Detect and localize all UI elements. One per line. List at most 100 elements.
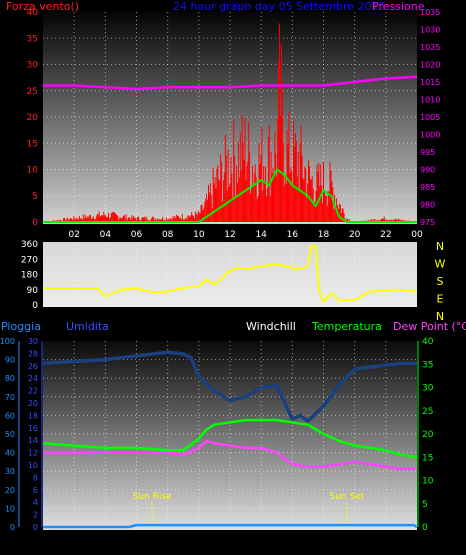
time-tick-label: 16 [287,538,299,548]
legend-pioggia: Pioggia [1,320,41,333]
time-tick-label: 18 [318,538,330,548]
time-tick-label: 14 [255,230,267,240]
axis-tick-label: 0 [32,218,38,228]
axis-tick-label: 4 [33,498,38,507]
axis-tick-label: 985 [420,183,435,192]
time-tick-label: 02 [68,230,79,240]
temperature-right-axis: 0 5 10 15 20 25 30 35 40 [417,337,434,533]
pressure-line [43,75,418,91]
axis-tick-label: 20 [28,399,38,408]
axis-tick-label: 5 [32,192,38,202]
axis-tick-label: 6 [33,486,38,495]
axis-tick-label: 10 [27,166,39,176]
pressure-right-axis: 975 980 985 990 995 1000 1005 1010 1015 1020 1025 1… [420,8,440,227]
axis-tick-label: 30 [27,61,39,71]
time-tick-label: 22 [380,538,391,548]
axis-tick-label: 24 [28,374,38,383]
direction-left-axis: 0 90 180 270 360 [21,240,38,311]
direction-line [43,244,418,303]
time-tick-label: 06 [131,230,143,240]
axis-tick-label: 1000 [420,131,440,140]
legend-temperatura: Temperatura [311,320,382,333]
temperature-panel-bg [43,341,417,530]
rain-line [43,523,418,529]
axis-tick-label: 1020 [420,61,440,70]
axis-tick-label: 270 [21,255,38,265]
axis-tick-label: 28 [28,349,38,358]
compass-label: N [436,310,444,323]
axis-tick-label: 5 [422,500,428,510]
axis-tick-label: 22 [28,387,38,396]
bottom-overlay-text: Sun Set [335,538,370,548]
axis-tick-label: 0 [32,301,38,311]
time-tick-label: 16 [287,230,299,240]
axis-tick-label: 20 [422,430,434,440]
axis-tick-label: 90 [5,356,15,365]
axis-tick-label: 40 [422,337,434,347]
header-left-label: Forza vento() [6,0,79,13]
axis-tick-label: 30 [422,384,434,394]
axis-tick-label: 360 [21,240,38,250]
axis-tick-label: 15 [27,139,38,149]
wind-time-ticks: 02 04 06 08 10 12 14 16 18 20 22 00 [68,230,423,240]
humidity-line [42,350,417,423]
time-tick-label: 22 [380,230,391,240]
temperature-time-ticks: 02 04 06 08 10 12 14 16 18 20 22 00 [68,538,423,548]
chart-title: 24 hour graph day 05 Settembre 2015 [173,0,386,13]
axis-tick-label: 50 [5,430,15,439]
time-tick-label: 12 [224,230,235,240]
axis-tick-label: 16 [28,424,38,433]
time-tick-label: 06 [131,538,143,548]
axis-tick-label: 0 [422,523,428,533]
axis-tick-label: 1005 [420,113,440,122]
axis-tick-label: 990 [420,166,435,175]
axis-tick-label: 80 [5,374,15,383]
axis-tick-label: 30 [5,467,15,476]
time-tick-label: 08 [162,538,174,548]
legend-windchill: Windchill [246,320,296,333]
pioggia-axis: 0 10 20 30 40 50 60 70 80 90 100 [0,337,20,532]
axis-tick-label: 40 [5,449,15,458]
axis-tick-label: 10 [5,504,15,513]
dewpoint-line [43,439,417,471]
axis-tick-label: 35 [27,34,38,44]
time-tick-label: 00 [411,538,423,548]
time-tick-label: 12 [224,538,235,548]
axis-tick-label: 0 [33,523,38,532]
axis-tick-label: 975 [420,218,435,227]
axis-tick-label: 100 [0,337,15,346]
axis-tick-label: 30 [28,337,38,346]
temperature-line [42,418,418,459]
time-tick-label: 10 [193,538,205,548]
axis-tick-label: 40 [27,8,39,18]
axis-tick-label: 1025 [420,43,440,52]
axis-tick-label: 70 [5,393,15,402]
axis-tick-label: 980 [420,201,435,210]
axis-tick-label: 25 [27,87,38,97]
compass-label: N [436,240,444,253]
time-tick-label: 18 [318,230,330,240]
wind-average-line [43,168,417,223]
axis-tick-label: 995 [420,148,435,157]
temperature-series [42,350,418,529]
axis-tick-label: 25 [422,407,433,417]
time-tick-label: 02 [68,538,79,548]
sunset-label: Sun Set [329,492,364,502]
wind-left-axis: 0 5 10 15 20 25 30 35 40 [27,8,39,228]
time-tick-label: 04 [100,230,112,240]
axis-tick-label: 1010 [420,96,440,105]
axis-tick-label: 0 [10,523,15,532]
time-tick-label: 08 [162,230,174,240]
axis-tick-label: 15 [422,453,433,463]
time-tick-label: 04 [100,538,112,548]
legend-umidita: Umidita [66,320,109,333]
axis-tick-label: 60 [5,411,15,420]
axis-tick-label: 10 [28,461,38,470]
compass-label: S [437,275,444,288]
